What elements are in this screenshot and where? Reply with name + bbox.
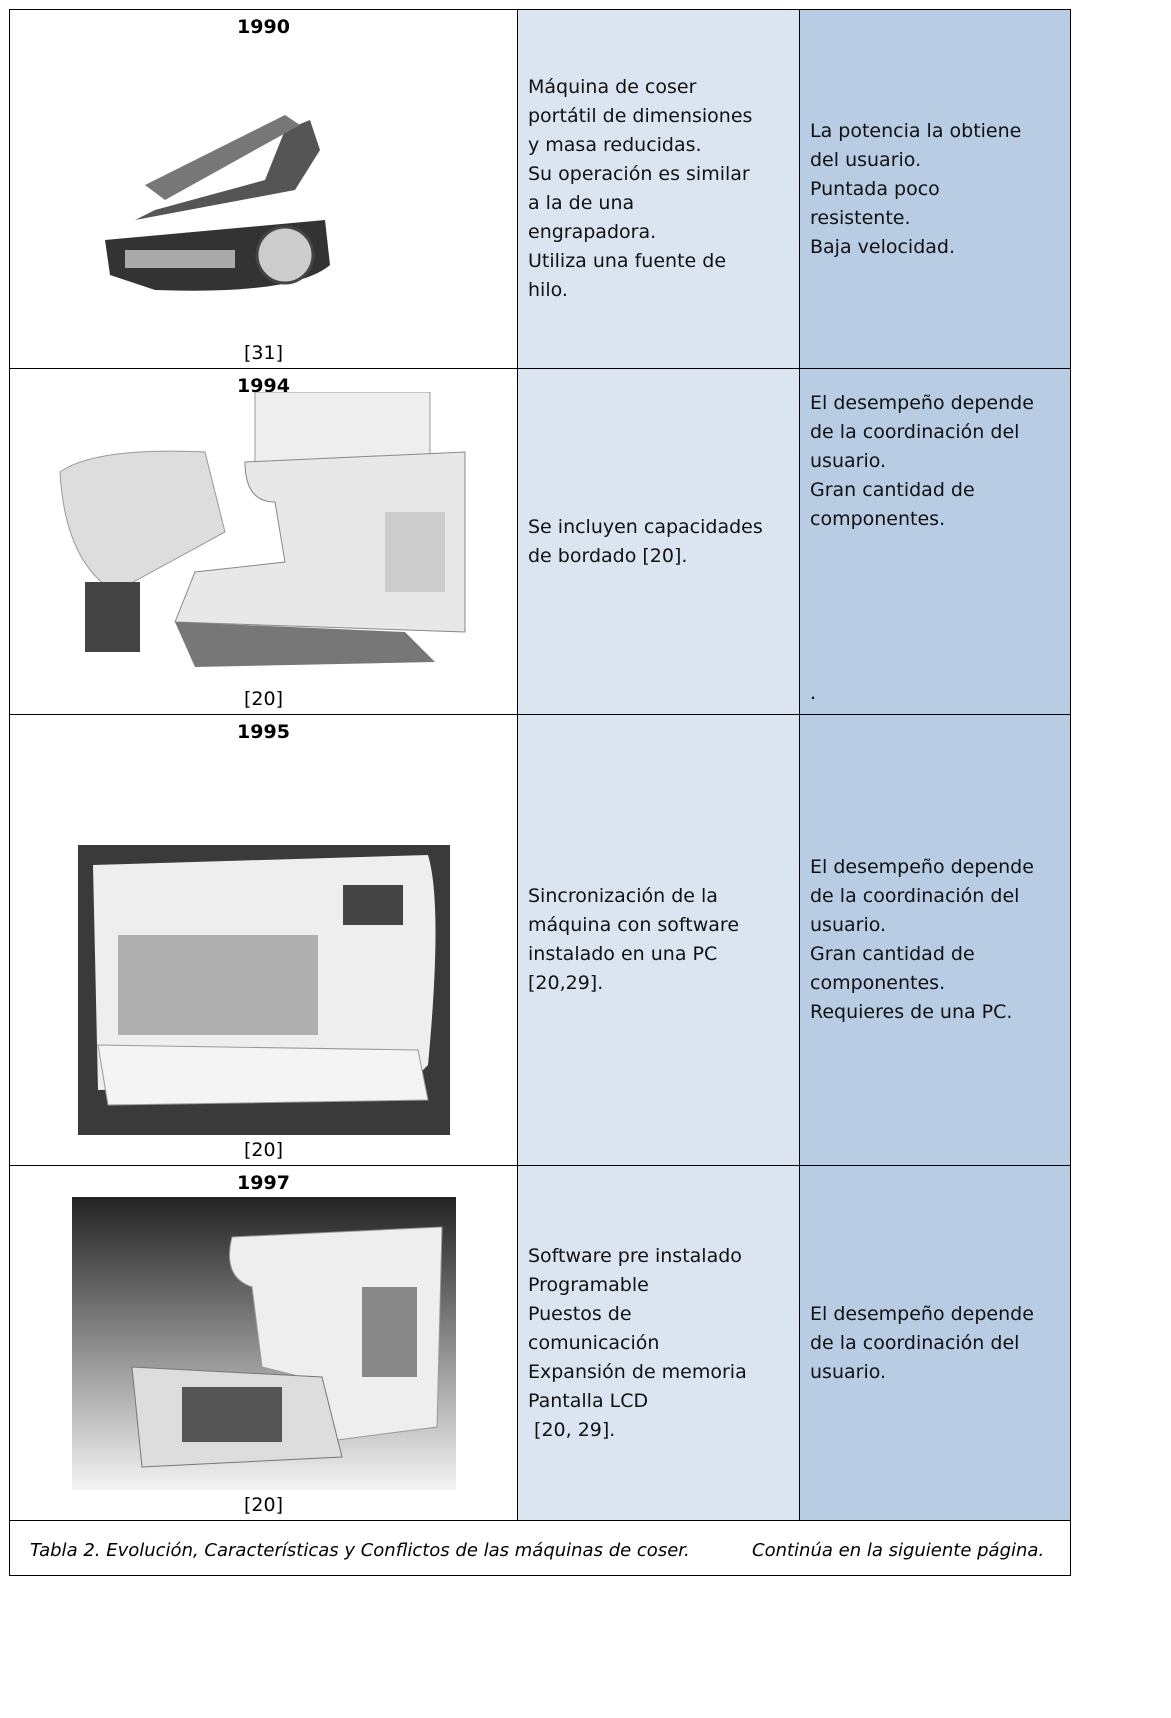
conflicts: El desempeño depende de la coordinación d…: [810, 1166, 1066, 1520]
source: [20]: [243, 1494, 283, 1516]
conflict-line: de la coordinación del: [810, 885, 1020, 907]
feature-line: y masa reducidas.: [528, 134, 702, 156]
feature-line: máquina con software: [528, 914, 740, 936]
feature-line: Su operación es similar: [528, 163, 750, 185]
features-cell: Sincronización de la máquina con software…: [517, 714, 800, 1166]
feature-line: Programable: [528, 1273, 649, 1296]
year: 1997: [237, 1172, 290, 1194]
feature-line: de bordado [20].: [528, 544, 688, 567]
conflict-line: Requieres de una PC.: [810, 1001, 1013, 1023]
features: Software pre instalado Programable Puestos…: [528, 1166, 795, 1520]
feature-line: hilo.: [528, 279, 568, 301]
machine-photo: [72, 1197, 456, 1494]
conflict-line: resistente.: [810, 206, 911, 229]
conflict-line: Puntada poco: [810, 177, 940, 200]
source: [20]: [243, 1139, 283, 1161]
source: [31]: [243, 342, 283, 364]
conflicts-cell: La potencia la obtiene del usuario. Puntad…: [799, 9, 1071, 369]
conflict-line: El desempeño depende: [810, 392, 1034, 414]
conflict-line: del usuario.: [810, 148, 922, 171]
machine-photo: [78, 845, 450, 1139]
conflict-line: de la coordinación del: [810, 1331, 1020, 1354]
feature-line: comunicación: [528, 1331, 660, 1354]
conflicts-cell: El desempeño depende de la coordinación d…: [799, 1165, 1071, 1521]
conflict-line: La potencia la obtiene: [810, 119, 1022, 142]
conflict-line: componentes.: [810, 508, 946, 530]
features: Sincronización de la máquina con software…: [528, 715, 795, 1165]
feature-line: Sincronización de la: [528, 885, 718, 907]
feature-line: engrapadora.: [528, 221, 657, 243]
features: Se incluyen capacidades de bordado [20].: [528, 369, 795, 714]
conflicts-cell: El desempeño depende de la coordinación d…: [799, 368, 1071, 715]
machine-photo: [95, 90, 335, 304]
feature-line: instalado en una PC: [528, 943, 718, 965]
conflict-line: El desempeño depende: [810, 856, 1034, 878]
conflict-line: Baja velocidad.: [810, 235, 956, 258]
conflicts: El desempeño depende de la coordinación d…: [810, 369, 1066, 714]
feature-line: a la de una: [528, 192, 635, 214]
conflict-line: Gran cantidad de: [810, 479, 975, 501]
feature-line: [20, 29].: [528, 1418, 616, 1441]
feature-line: Puestos de: [528, 1302, 632, 1325]
features-cell: Máquina de coser portátil de dimensiones y…: [517, 9, 800, 369]
feature-line: [20,29].: [528, 972, 604, 994]
conflicts: El desempeño depende de la coordinación d…: [810, 715, 1066, 1165]
conflict-line: El desempeño depende: [810, 1302, 1034, 1325]
features: Máquina de coser portátil de dimensiones y…: [528, 10, 795, 368]
end-mark: .: [810, 682, 817, 704]
features-cell: Software pre instalado Programable Puestos…: [517, 1165, 800, 1521]
caption: Tabla 2. Evolución, Características y Co…: [30, 1540, 690, 1561]
conflicts: La potencia la obtiene del usuario. Puntad…: [810, 10, 1066, 368]
feature-line: Software pre instalado: [528, 1244, 742, 1267]
source: [20]: [243, 688, 283, 710]
machine-photo: [55, 391, 475, 686]
conflict-line: usuario.: [810, 914, 887, 936]
feature-line: Máquina de coser: [528, 76, 697, 98]
feature-line: portátil de dimensiones: [528, 105, 753, 127]
feature-line: Se incluyen capacidades: [528, 515, 763, 538]
conflict-line: de la coordinación del: [810, 421, 1020, 443]
conflict-line: usuario.: [810, 450, 887, 472]
year: 1990: [237, 16, 290, 38]
conflict-line: Gran cantidad de: [810, 943, 975, 965]
caption-note: Continúa en la siguiente página.: [752, 1540, 1045, 1561]
feature-line: Expansión de memoria: [528, 1360, 747, 1383]
caption-cell: [9, 1520, 1071, 1576]
features-cell: Se incluyen capacidades de bordado [20].: [517, 368, 800, 715]
conflict-line: componentes.: [810, 972, 946, 994]
year: 1995: [237, 721, 290, 743]
conflicts-cell: El desempeño depende de la coordinación d…: [799, 714, 1071, 1166]
conflict-line: usuario.: [810, 1360, 887, 1383]
feature-line: Pantalla LCD: [528, 1389, 649, 1412]
feature-line: Utiliza una fuente de: [528, 250, 727, 272]
